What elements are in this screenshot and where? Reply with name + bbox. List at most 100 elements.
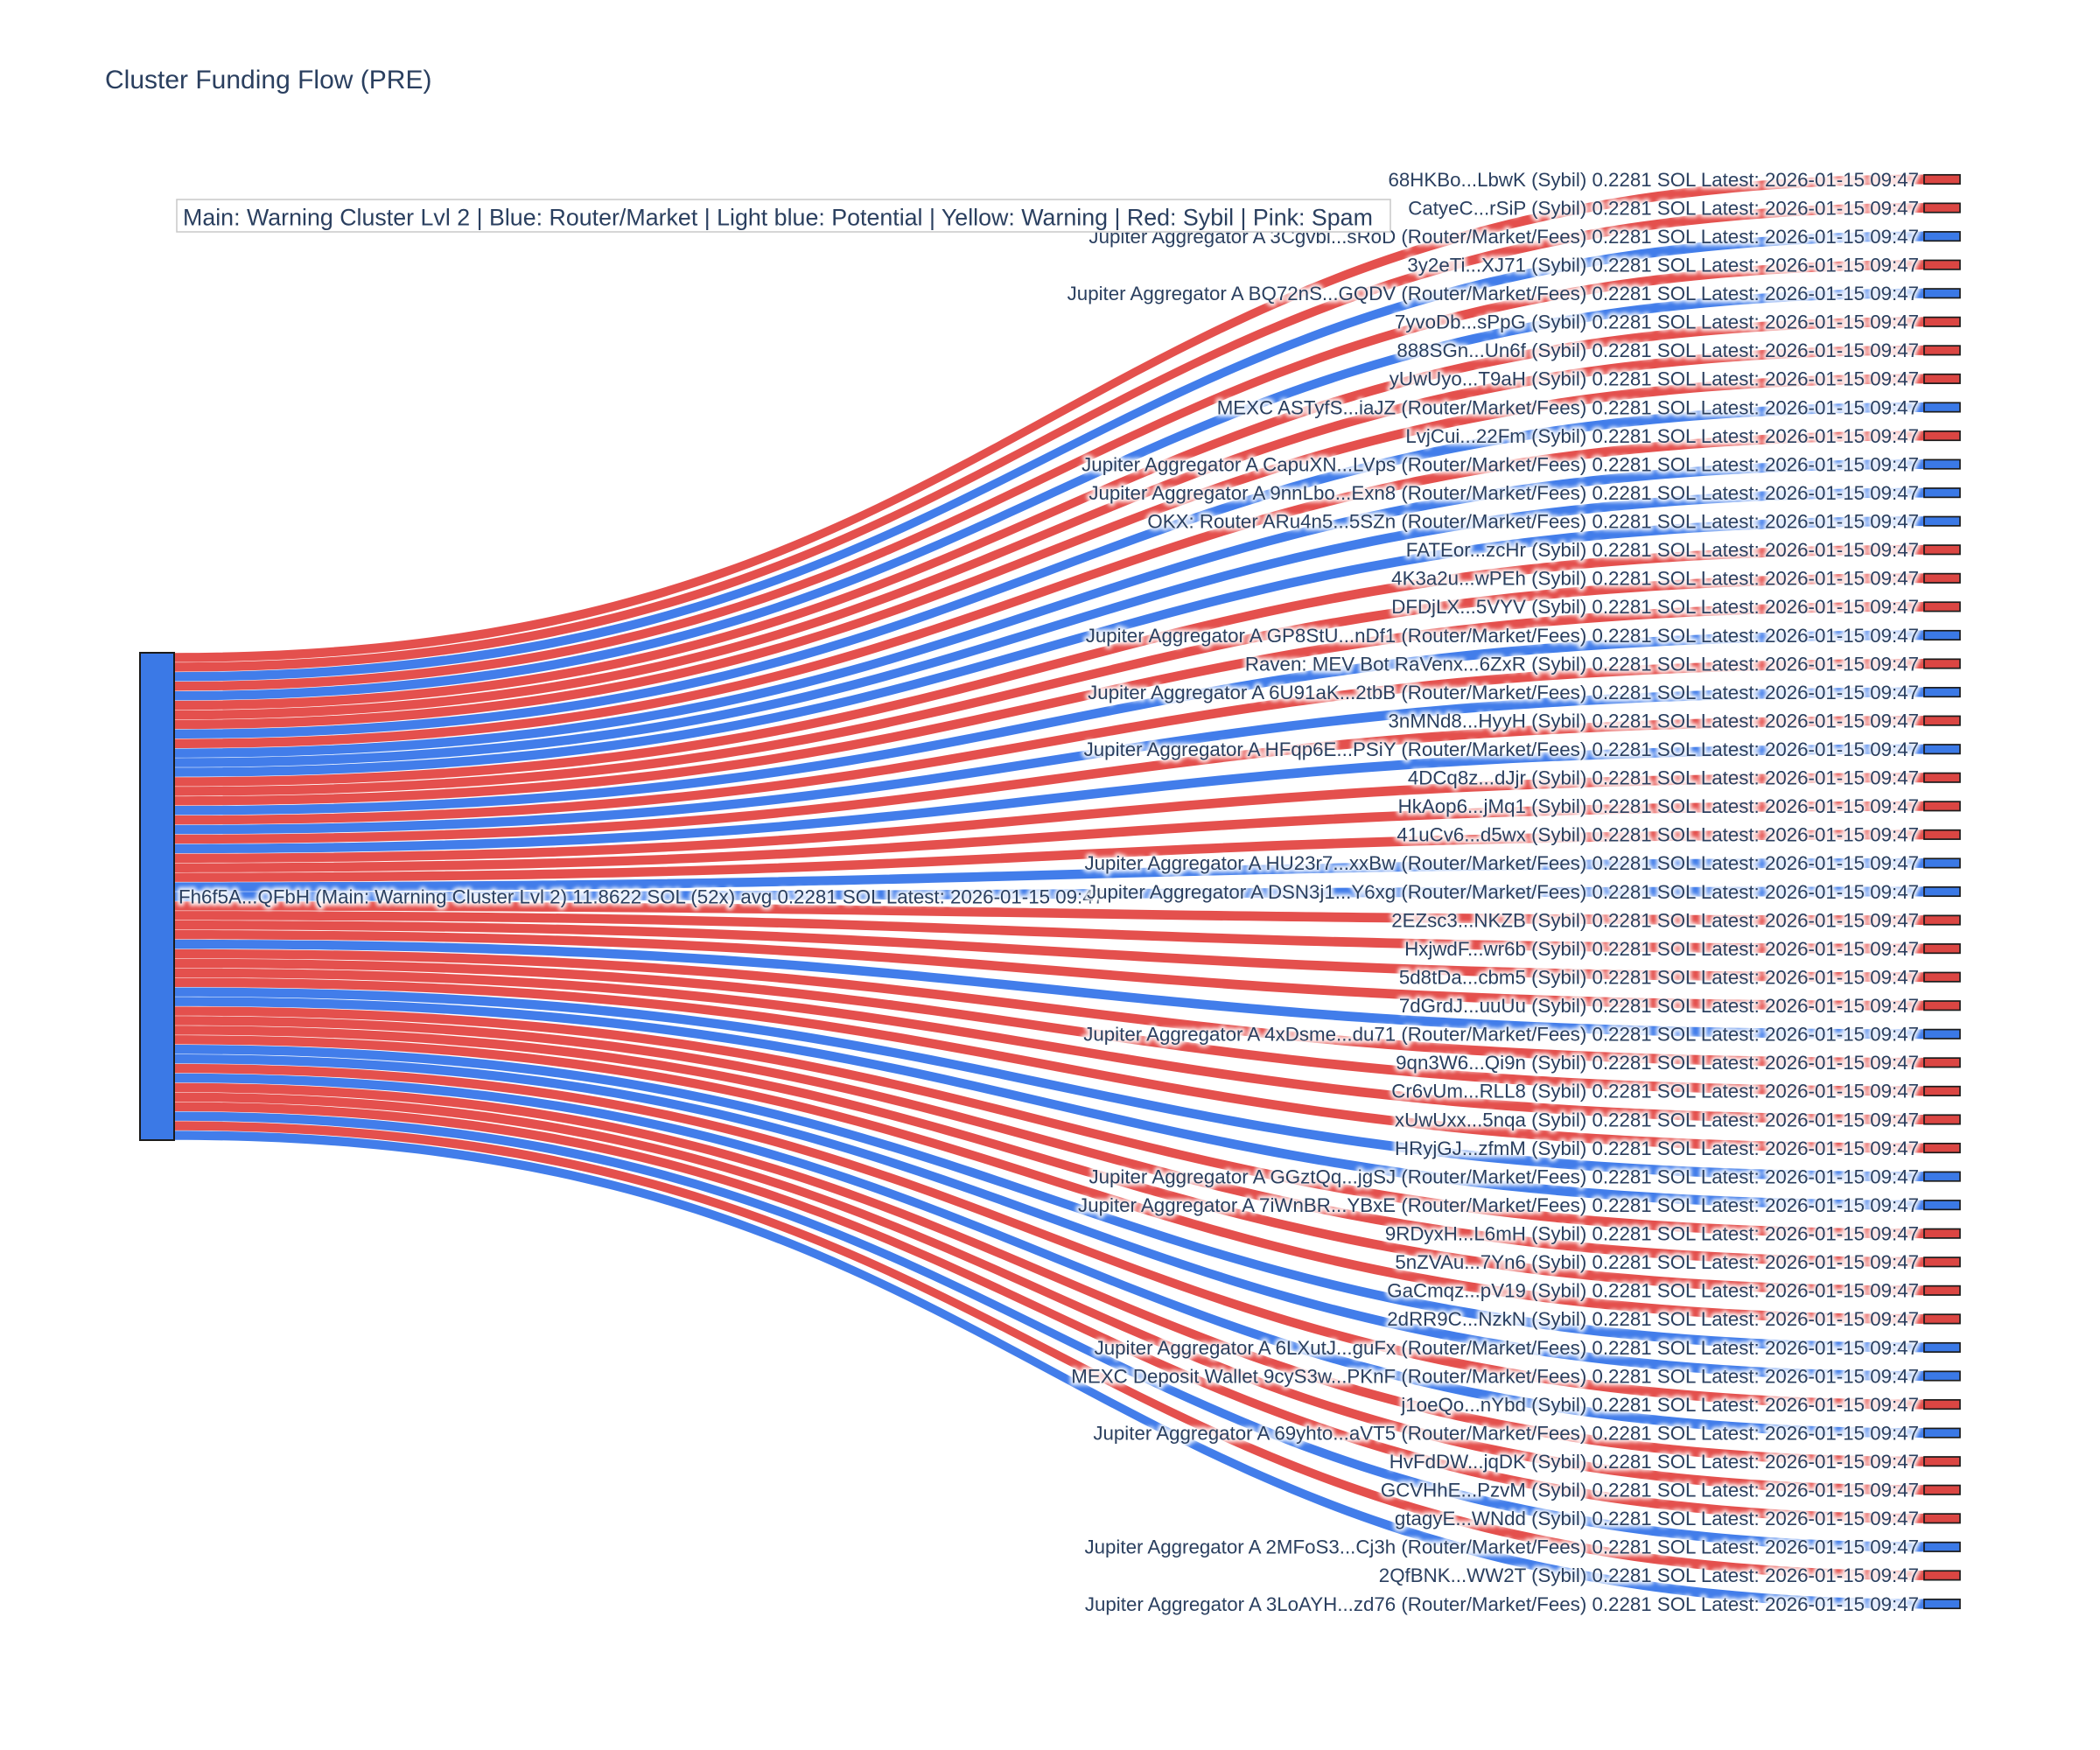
- svg-text:Jupiter Aggregator A 2MFoS3...: Jupiter Aggregator A 2MFoS3...Cj3h (Rout…: [1084, 1536, 1919, 1558]
- svg-text:HkAop6...jMq1 (Sybil) 0.2281 S: HkAop6...jMq1 (Sybil) 0.2281 SOL Latest:…: [1398, 795, 1919, 817]
- svg-text:Jupiter Aggregator A BQ72nS...: Jupiter Aggregator A BQ72nS...GQDV (Rout…: [1068, 283, 1919, 304]
- svg-text:41uCv6...d5wx (Sybil) 0.2281 S: 41uCv6...d5wx (Sybil) 0.2281 SOL Latest:…: [1396, 824, 1919, 846]
- svg-text:OKX: Router ARu4n5...5SZn (Rou: OKX: Router ARu4n5...5SZn (Router/Market…: [1147, 511, 1919, 533]
- svg-text:Jupiter Aggregator A GP8StU...: Jupiter Aggregator A GP8StU...nDf1 (Rout…: [1086, 625, 1919, 647]
- svg-text:MEXC Deposit Wallet 9cyS3w...P: MEXC Deposit Wallet 9cyS3w...PKnF (Route…: [1071, 1365, 1919, 1387]
- svg-text:Jupiter Aggregator A HFqp6E...: Jupiter Aggregator A HFqp6E...PSiY (Rout…: [1084, 738, 1919, 760]
- svg-text:OKX: Router ARu4n5...5SZn (Rou: OKX: Router ARu4n5...5SZn (Router/Market…: [1147, 511, 1919, 533]
- svg-text:Jupiter Aggregator A 9nnLbo...: Jupiter Aggregator A 9nnLbo...Exn8 (Rout…: [1088, 482, 1919, 504]
- svg-text:Jupiter Aggregator A 3LoAYH...: Jupiter Aggregator A 3LoAYH...zd76 (Rout…: [1085, 1593, 1919, 1615]
- svg-text:Fh6f5A...QFbH (Main: Warning C: Fh6f5A...QFbH (Main: Warning Cluster Lvl…: [178, 886, 1104, 907]
- svg-text:2dRR9C...NzkN (Sybil) 0.2281 S: 2dRR9C...NzkN (Sybil) 0.2281 SOL Latest:…: [1387, 1308, 1919, 1330]
- svg-text:Fh6f5A...QFbH (Main: Warning C: Fh6f5A...QFbH (Main: Warning Cluster Lvl…: [178, 886, 1104, 907]
- svg-text:888SGn...Un6f (Sybil) 0.2281 S: 888SGn...Un6f (Sybil) 0.2281 SOL Latest:…: [1396, 340, 1919, 361]
- svg-text:xUwUxx...5nqa (Sybil) 0.2281 S: xUwUxx...5nqa (Sybil) 0.2281 SOL Latest:…: [1395, 1109, 1919, 1130]
- svg-text:Jupiter Aggregator A HU23r7...: Jupiter Aggregator A HU23r7...xxBw (Rout…: [1084, 852, 1919, 874]
- svg-text:2EZsc3...NKZB (Sybil) 0.2281 S: 2EZsc3...NKZB (Sybil) 0.2281 SOL Latest:…: [1391, 909, 1919, 931]
- svg-text:9RDyxH...L6mH (Sybil) 0.2281 S: 9RDyxH...L6mH (Sybil) 0.2281 SOL Latest:…: [1385, 1223, 1919, 1245]
- svg-text:Jupiter Aggregator A 6LXutJ...: Jupiter Aggregator A 6LXutJ...guFx (Rout…: [1095, 1337, 1919, 1359]
- svg-text:Jupiter Aggregator A 69yhto...: Jupiter Aggregator A 69yhto...aVT5 (Rout…: [1093, 1422, 1919, 1444]
- svg-text:2EZsc3...NKZB (Sybil) 0.2281 S: 2EZsc3...NKZB (Sybil) 0.2281 SOL Latest:…: [1391, 909, 1919, 931]
- svg-text:HRyjGJ...zfmM (Sybil) 0.2281 S: HRyjGJ...zfmM (Sybil) 0.2281 SOL Latest:…: [1395, 1138, 1919, 1159]
- svg-text:CatyeC...rSiP (Sybil) 0.2281 S: CatyeC...rSiP (Sybil) 0.2281 SOL Latest:…: [1408, 197, 1919, 219]
- svg-text:68HKBo...LbwK (Sybil) 0.2281 S: 68HKBo...LbwK (Sybil) 0.2281 SOL Latest:…: [1388, 169, 1919, 191]
- svg-text:yUwUyo...T9aH (Sybil) 0.2281 S: yUwUyo...T9aH (Sybil) 0.2281 SOL Latest:…: [1390, 368, 1919, 390]
- svg-text:Jupiter Aggregator A 2MFoS3...: Jupiter Aggregator A 2MFoS3...Cj3h (Rout…: [1084, 1536, 1919, 1558]
- svg-text:yUwUyo...T9aH (Sybil) 0.2281 S: yUwUyo...T9aH (Sybil) 0.2281 SOL Latest:…: [1390, 368, 1919, 390]
- svg-text:xUwUxx...5nqa (Sybil) 0.2281 S: xUwUxx...5nqa (Sybil) 0.2281 SOL Latest:…: [1395, 1109, 1919, 1130]
- svg-text:4DCq8z...dJjr (Sybil) 0.2281 S: 4DCq8z...dJjr (Sybil) 0.2281 SOL Latest:…: [1408, 767, 1919, 789]
- svg-text:Jupiter Aggregator A 6U91aK...: Jupiter Aggregator A 6U91aK...2tbB (Rout…: [1088, 682, 1919, 704]
- svg-text:Raven: MEV Bot RaVenx...6ZxR (: Raven: MEV Bot RaVenx...6ZxR (Sybil) 0.2…: [1245, 653, 1919, 675]
- svg-text:DFDjLX...5VYV (Sybil) 0.2281 S: DFDjLX...5VYV (Sybil) 0.2281 SOL Latest:…: [1391, 596, 1919, 618]
- svg-text:Jupiter Aggregator A 6U91aK...: Jupiter Aggregator A 6U91aK...2tbB (Rout…: [1088, 682, 1919, 704]
- svg-text:Jupiter Aggregator A DSN3j1...: Jupiter Aggregator A DSN3j1...Y6xg (Rout…: [1087, 881, 1919, 903]
- svg-text:5d8tDa...cbm5 (Sybil) 0.2281 S: 5d8tDa...cbm5 (Sybil) 0.2281 SOL Latest:…: [1399, 966, 1919, 988]
- svg-text:DFDjLX...5VYV (Sybil) 0.2281 S: DFDjLX...5VYV (Sybil) 0.2281 SOL Latest:…: [1391, 596, 1919, 618]
- svg-text:Jupiter Aggregator A 69yhto...: Jupiter Aggregator A 69yhto...aVT5 (Rout…: [1093, 1422, 1919, 1444]
- svg-text:GaCmqz...pV19 (Sybil) 0.2281 S: GaCmqz...pV19 (Sybil) 0.2281 SOL Latest:…: [1387, 1280, 1919, 1302]
- svg-text:Jupiter Aggregator A HFqp6E...: Jupiter Aggregator A HFqp6E...PSiY (Rout…: [1084, 738, 1919, 760]
- svg-text:7dGrdJ...uuUu (Sybil) 0.2281 S: 7dGrdJ...uuUu (Sybil) 0.2281 SOL Latest:…: [1399, 995, 1919, 1017]
- svg-text:j1oeQo...nYbd (Sybil) 0.2281 S: j1oeQo...nYbd (Sybil) 0.2281 SOL Latest:…: [1400, 1394, 1919, 1416]
- svg-text:MEXC ASTyfS...iaJZ (Router/Mar: MEXC ASTyfS...iaJZ (Router/Market/Fees) …: [1217, 396, 1919, 418]
- svg-text:Cr6vUm...RLL8 (Sybil) 0.2281 S: Cr6vUm...RLL8 (Sybil) 0.2281 SOL Latest:…: [1391, 1081, 1919, 1102]
- svg-text:Jupiter Aggregator A HU23r7...: Jupiter Aggregator A HU23r7...xxBw (Rout…: [1084, 852, 1919, 874]
- svg-text:LvjCui...22Fm (Sybil) 0.2281 S: LvjCui...22Fm (Sybil) 0.2281 SOL Latest:…: [1405, 425, 1919, 447]
- svg-text:gtagyE...WNdd (Sybil) 0.2281 S: gtagyE...WNdd (Sybil) 0.2281 SOL Latest:…: [1395, 1508, 1919, 1530]
- svg-text:HkAop6...jMq1 (Sybil) 0.2281 S: HkAop6...jMq1 (Sybil) 0.2281 SOL Latest:…: [1398, 795, 1919, 817]
- svg-text:68HKBo...LbwK (Sybil) 0.2281 S: 68HKBo...LbwK (Sybil) 0.2281 SOL Latest:…: [1388, 169, 1919, 191]
- svg-text:FATEor...zcHr (Sybil) 0.2281 S: FATEor...zcHr (Sybil) 0.2281 SOL Latest:…: [1406, 539, 1919, 561]
- svg-text:2QfBNK...WW2T (Sybil) 0.2281 S: 2QfBNK...WW2T (Sybil) 0.2281 SOL Latest:…: [1379, 1564, 1919, 1586]
- svg-text:LvjCui...22Fm (Sybil) 0.2281 S: LvjCui...22Fm (Sybil) 0.2281 SOL Latest:…: [1405, 425, 1919, 447]
- svg-text:Jupiter Aggregator A 4xDsme...: Jupiter Aggregator A 4xDsme...du71 (Rout…: [1083, 1024, 1919, 1046]
- svg-text:Jupiter Aggregator A 7iWnBR...: Jupiter Aggregator A 7iWnBR...YBxE (Rout…: [1078, 1194, 1919, 1216]
- svg-text:gtagyE...WNdd (Sybil) 0.2281 S: gtagyE...WNdd (Sybil) 0.2281 SOL Latest:…: [1395, 1508, 1919, 1530]
- svg-text:Jupiter Aggregator A 9nnLbo...: Jupiter Aggregator A 9nnLbo...Exn8 (Rout…: [1088, 482, 1919, 504]
- svg-text:Main: Warning Cluster Lvl 2 |: Main: Warning Cluster Lvl 2 | Blue: Rout…: [183, 205, 1373, 231]
- svg-text:4K3a2u...wPEh (Sybil) 0.2281 S: 4K3a2u...wPEh (Sybil) 0.2281 SOL Latest:…: [1391, 568, 1919, 590]
- svg-text:MEXC Deposit Wallet 9cyS3w...P: MEXC Deposit Wallet 9cyS3w...PKnF (Route…: [1071, 1365, 1919, 1387]
- svg-text:2QfBNK...WW2T (Sybil) 0.2281 S: 2QfBNK...WW2T (Sybil) 0.2281 SOL Latest:…: [1379, 1564, 1919, 1586]
- svg-text:HxjwdF...wr6b (Sybil) 0.2281 S: HxjwdF...wr6b (Sybil) 0.2281 SOL Latest:…: [1404, 938, 1919, 960]
- svg-text:9RDyxH...L6mH (Sybil) 0.2281 S: 9RDyxH...L6mH (Sybil) 0.2281 SOL Latest:…: [1385, 1223, 1919, 1245]
- svg-text:5nZVAu...7Yn6 (Sybil) 0.2281 S: 5nZVAu...7Yn6 (Sybil) 0.2281 SOL Latest:…: [1395, 1251, 1919, 1273]
- svg-text:Jupiter Aggregator A 6LXutJ...: Jupiter Aggregator A 6LXutJ...guFx (Rout…: [1095, 1337, 1919, 1359]
- svg-text:FATEor...zcHr (Sybil) 0.2281 S: FATEor...zcHr (Sybil) 0.2281 SOL Latest:…: [1406, 539, 1919, 561]
- svg-text:Jupiter Aggregator A GP8StU...: Jupiter Aggregator A GP8StU...nDf1 (Rout…: [1086, 625, 1919, 647]
- svg-text:888SGn...Un6f (Sybil) 0.2281 S: 888SGn...Un6f (Sybil) 0.2281 SOL Latest:…: [1396, 340, 1919, 361]
- svg-text:41uCv6...d5wx (Sybil) 0.2281 S: 41uCv6...d5wx (Sybil) 0.2281 SOL Latest:…: [1396, 824, 1919, 846]
- svg-text:3nMNd8...HyyH (Sybil) 0.2281 S: 3nMNd8...HyyH (Sybil) 0.2281 SOL Latest:…: [1389, 710, 1919, 732]
- svg-text:7dGrdJ...uuUu (Sybil) 0.2281 S: 7dGrdJ...uuUu (Sybil) 0.2281 SOL Latest:…: [1399, 995, 1919, 1017]
- svg-text:HvFdDW...jqDK (Sybil) 0.2281 S: HvFdDW...jqDK (Sybil) 0.2281 SOL Latest:…: [1390, 1451, 1919, 1473]
- svg-text:Raven: MEV Bot RaVenx...6ZxR (: Raven: MEV Bot RaVenx...6ZxR (Sybil) 0.2…: [1245, 653, 1919, 675]
- svg-text:7yvoDb...sPpG (Sybil) 0.2281 S: 7yvoDb...sPpG (Sybil) 0.2281 SOL Latest:…: [1395, 312, 1919, 333]
- svg-text:Jupiter Aggregator A GGztQq...: Jupiter Aggregator A GGztQq...jgSJ (Rout…: [1088, 1166, 1919, 1187]
- svg-text:Jupiter Aggregator A DSN3j1...: Jupiter Aggregator A DSN3j1...Y6xg (Rout…: [1087, 881, 1919, 903]
- svg-text:5nZVAu...7Yn6 (Sybil) 0.2281 S: 5nZVAu...7Yn6 (Sybil) 0.2281 SOL Latest:…: [1395, 1251, 1919, 1273]
- svg-text:CatyeC...rSiP (Sybil) 0.2281 S: CatyeC...rSiP (Sybil) 0.2281 SOL Latest:…: [1408, 197, 1919, 219]
- svg-text:Jupiter Aggregator A GGztQq...: Jupiter Aggregator A GGztQq...jgSJ (Rout…: [1088, 1166, 1919, 1187]
- svg-text:Jupiter Aggregator A BQ72nS...: Jupiter Aggregator A BQ72nS...GQDV (Rout…: [1068, 283, 1919, 304]
- svg-text:Jupiter Aggregator A 7iWnBR...: Jupiter Aggregator A 7iWnBR...YBxE (Rout…: [1078, 1194, 1919, 1216]
- svg-text:4K3a2u...wPEh (Sybil) 0.2281 S: 4K3a2u...wPEh (Sybil) 0.2281 SOL Latest:…: [1391, 568, 1919, 590]
- svg-text:MEXC ASTyfS...iaJZ (Router/Mar: MEXC ASTyfS...iaJZ (Router/Market/Fees) …: [1217, 396, 1919, 418]
- svg-text:2dRR9C...NzkN (Sybil) 0.2281 S: 2dRR9C...NzkN (Sybil) 0.2281 SOL Latest:…: [1387, 1308, 1919, 1330]
- svg-text:GCVHhE...PzvM (Sybil) 0.2281 S: GCVHhE...PzvM (Sybil) 0.2281 SOL Latest:…: [1381, 1480, 1919, 1502]
- svg-text:Cr6vUm...RLL8 (Sybil) 0.2281 S: Cr6vUm...RLL8 (Sybil) 0.2281 SOL Latest:…: [1391, 1081, 1919, 1102]
- svg-text:9qn3W6...Qi9n (Sybil) 0.2281 S: 9qn3W6...Qi9n (Sybil) 0.2281 SOL Latest:…: [1396, 1052, 1919, 1074]
- svg-text:3y2eTi...XJ71 (Sybil) 0.2281 S: 3y2eTi...XJ71 (Sybil) 0.2281 SOL Latest:…: [1407, 254, 1919, 276]
- svg-text:HRyjGJ...zfmM (Sybil) 0.2281 S: HRyjGJ...zfmM (Sybil) 0.2281 SOL Latest:…: [1395, 1138, 1919, 1159]
- svg-text:Jupiter Aggregator A CapuXN...: Jupiter Aggregator A CapuXN...LVps (Rout…: [1082, 453, 1919, 475]
- svg-text:9qn3W6...Qi9n (Sybil) 0.2281 S: 9qn3W6...Qi9n (Sybil) 0.2281 SOL Latest:…: [1396, 1052, 1919, 1074]
- svg-text:Jupiter Aggregator A 3LoAYH...: Jupiter Aggregator A 3LoAYH...zd76 (Rout…: [1085, 1593, 1919, 1615]
- svg-text:Cluster Funding Flow (PRE): Cluster Funding Flow (PRE): [105, 66, 431, 94]
- svg-text:HvFdDW...jqDK (Sybil) 0.2281 S: HvFdDW...jqDK (Sybil) 0.2281 SOL Latest:…: [1390, 1451, 1919, 1473]
- svg-text:GaCmqz...pV19 (Sybil) 0.2281 S: GaCmqz...pV19 (Sybil) 0.2281 SOL Latest:…: [1387, 1280, 1919, 1302]
- svg-text:HxjwdF...wr6b (Sybil) 0.2281 S: HxjwdF...wr6b (Sybil) 0.2281 SOL Latest:…: [1404, 938, 1919, 960]
- svg-text:3y2eTi...XJ71 (Sybil) 0.2281 S: 3y2eTi...XJ71 (Sybil) 0.2281 SOL Latest:…: [1407, 254, 1919, 276]
- svg-text:Jupiter Aggregator A CapuXN...: Jupiter Aggregator A CapuXN...LVps (Rout…: [1082, 453, 1919, 475]
- svg-text:j1oeQo...nYbd (Sybil) 0.2281 S: j1oeQo...nYbd (Sybil) 0.2281 SOL Latest:…: [1400, 1394, 1919, 1416]
- svg-text:Jupiter Aggregator A 4xDsme...: Jupiter Aggregator A 4xDsme...du71 (Rout…: [1083, 1024, 1919, 1046]
- svg-text:5d8tDa...cbm5 (Sybil) 0.2281 S: 5d8tDa...cbm5 (Sybil) 0.2281 SOL Latest:…: [1399, 966, 1919, 988]
